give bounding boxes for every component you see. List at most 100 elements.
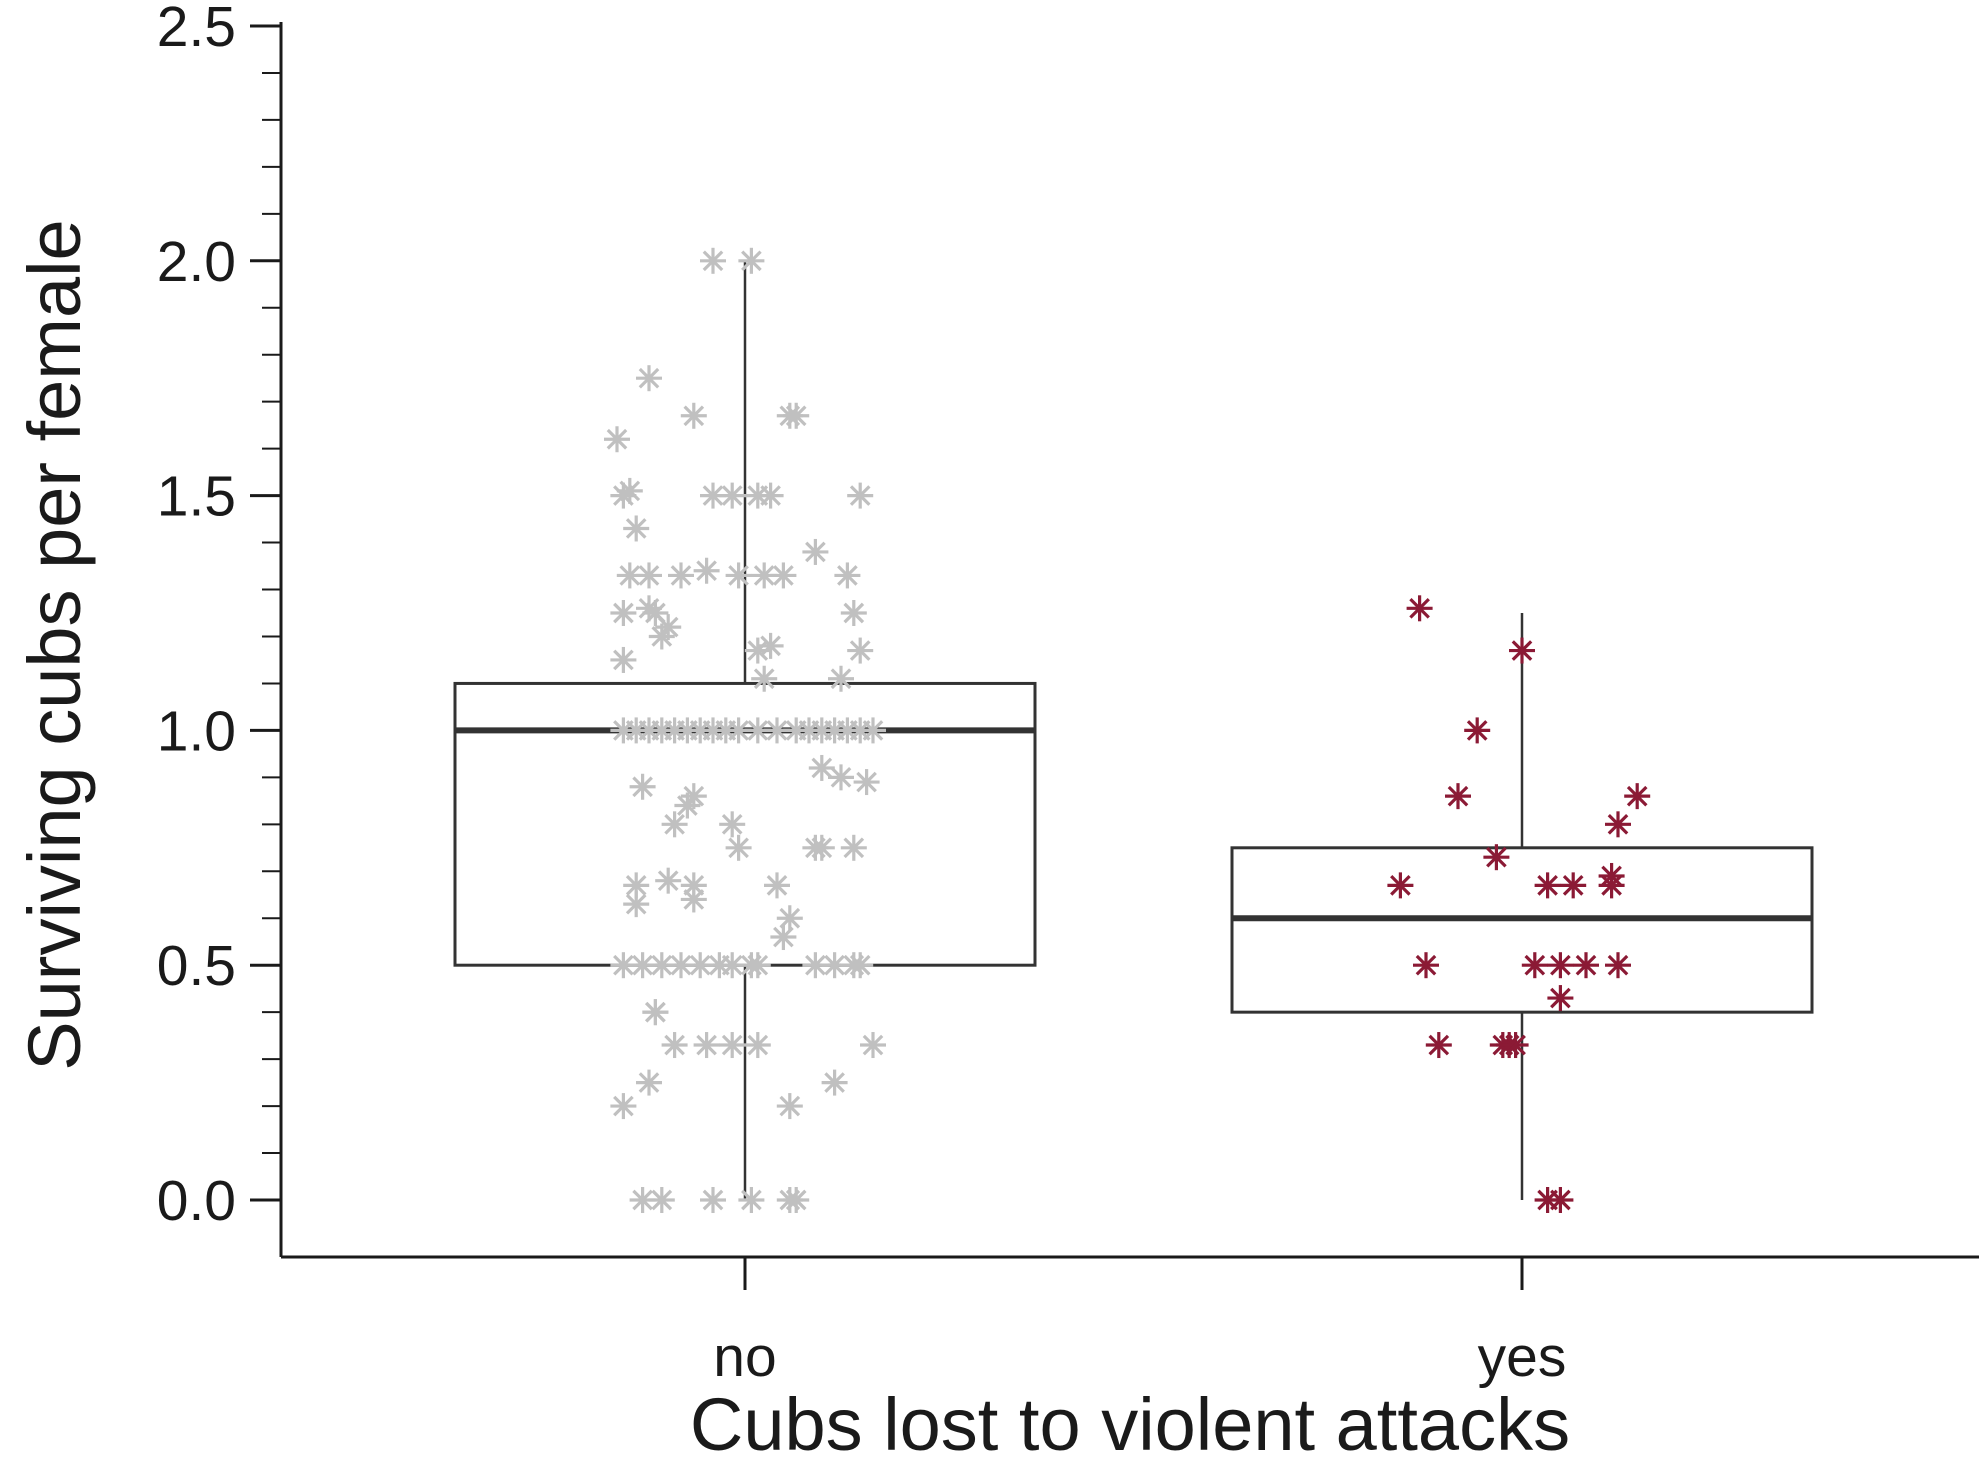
y-tick-label: 0.0 <box>157 1169 236 1233</box>
asterisk-stroke <box>702 485 724 506</box>
data-point <box>610 600 637 626</box>
asterisk-stroke <box>625 893 647 915</box>
data-point <box>680 783 707 810</box>
data-point <box>783 402 810 429</box>
data-points <box>604 247 1651 1213</box>
data-point <box>642 999 669 1026</box>
y-tick-label: 0.5 <box>157 934 236 998</box>
asterisk-stroke <box>606 428 628 450</box>
data-point <box>776 1093 803 1120</box>
asterisk-stroke <box>856 771 877 793</box>
data-point <box>1387 872 1414 899</box>
data-point <box>623 515 650 542</box>
data-point <box>1425 1032 1452 1059</box>
data-point <box>693 1032 720 1059</box>
asterisk-stroke <box>638 367 660 389</box>
asterisk-stroke <box>805 954 826 976</box>
data-point <box>725 834 752 861</box>
data-point <box>1547 1187 1574 1213</box>
asterisk-stroke <box>811 757 833 779</box>
asterisk-stroke <box>696 1034 717 1056</box>
y-axis-title: Surviving cubs per female <box>13 219 96 1070</box>
asterisk-stroke <box>613 1095 634 1117</box>
asterisk-stroke <box>632 776 653 798</box>
data-point <box>834 562 861 589</box>
data-point <box>764 872 790 899</box>
asterisk-stroke <box>632 954 653 976</box>
data-point <box>783 1187 810 1213</box>
asterisk-stroke <box>619 565 641 586</box>
asterisk-stroke <box>824 1072 845 1093</box>
data-point <box>1560 872 1587 899</box>
data-point <box>744 952 771 979</box>
data-point <box>840 600 867 626</box>
x-axis-title: Cubs lost to violent attacks <box>690 1383 1570 1460</box>
asterisk-stroke <box>741 250 762 272</box>
asterisk-stroke <box>657 616 679 638</box>
data-point <box>770 562 797 589</box>
data-point <box>680 402 707 429</box>
asterisk-stroke <box>1550 954 1571 976</box>
asterisk-stroke <box>670 565 692 586</box>
asterisk-stroke <box>1524 954 1546 976</box>
asterisk-stroke <box>849 954 871 976</box>
asterisk-stroke <box>664 813 685 835</box>
y-tick-label: 1.5 <box>157 465 236 529</box>
data-point <box>1605 952 1631 979</box>
y-major-ticks <box>250 24 281 1202</box>
asterisk-stroke <box>741 1189 762 1211</box>
data-point <box>661 1032 688 1059</box>
asterisk-stroke <box>683 785 705 807</box>
asterisk-stroke <box>837 565 858 586</box>
data-point <box>1547 985 1574 1012</box>
asterisk-stroke <box>785 1189 807 1211</box>
asterisk-stroke <box>824 954 845 976</box>
asterisk-stroke <box>638 1072 660 1093</box>
asterisk-stroke <box>1409 597 1430 619</box>
asterisk-stroke <box>830 668 852 690</box>
data-point <box>1502 1032 1529 1059</box>
y-tick-label: 2.0 <box>157 230 236 294</box>
asterisk-stroke <box>747 1034 769 1056</box>
data-point <box>1413 952 1439 979</box>
asterisk-stroke <box>760 485 781 506</box>
data-point <box>840 834 867 861</box>
asterisk-stroke <box>785 405 807 427</box>
data-point <box>744 717 771 744</box>
data-point <box>623 891 650 918</box>
data-point <box>860 717 886 744</box>
data-point <box>770 924 797 951</box>
data-point <box>1406 595 1433 622</box>
asterisk-stroke <box>779 1095 801 1117</box>
data-point <box>616 477 643 504</box>
data-point <box>738 1187 765 1213</box>
data-point <box>1521 952 1548 979</box>
asterisk-stroke <box>849 640 871 661</box>
data-point <box>828 764 854 791</box>
data-point <box>604 426 630 453</box>
asterisk-stroke <box>728 565 749 586</box>
asterisk-stroke <box>849 485 871 506</box>
asterisk-stroke <box>683 405 705 427</box>
box-iqr <box>1230 846 1814 1014</box>
data-point <box>636 365 662 392</box>
asterisk-stroke <box>766 875 788 896</box>
asterisk-stroke <box>696 560 717 582</box>
asterisk-stroke <box>728 837 749 859</box>
data-point <box>776 905 803 932</box>
x-tick-label: yes <box>1478 1325 1567 1389</box>
data-point <box>680 872 707 899</box>
data-point <box>1483 844 1510 871</box>
data-point <box>1509 637 1535 664</box>
asterisk-stroke <box>721 813 743 835</box>
asterisk-stroke <box>638 565 660 586</box>
data-point <box>655 867 682 894</box>
data-point <box>802 538 829 565</box>
data-point <box>719 1032 746 1059</box>
data-point <box>738 247 765 274</box>
data-point <box>1534 872 1561 899</box>
data-point <box>610 646 637 673</box>
asterisk-stroke <box>747 720 769 741</box>
asterisk-stroke <box>613 954 634 976</box>
asterisk-stroke <box>773 565 794 586</box>
